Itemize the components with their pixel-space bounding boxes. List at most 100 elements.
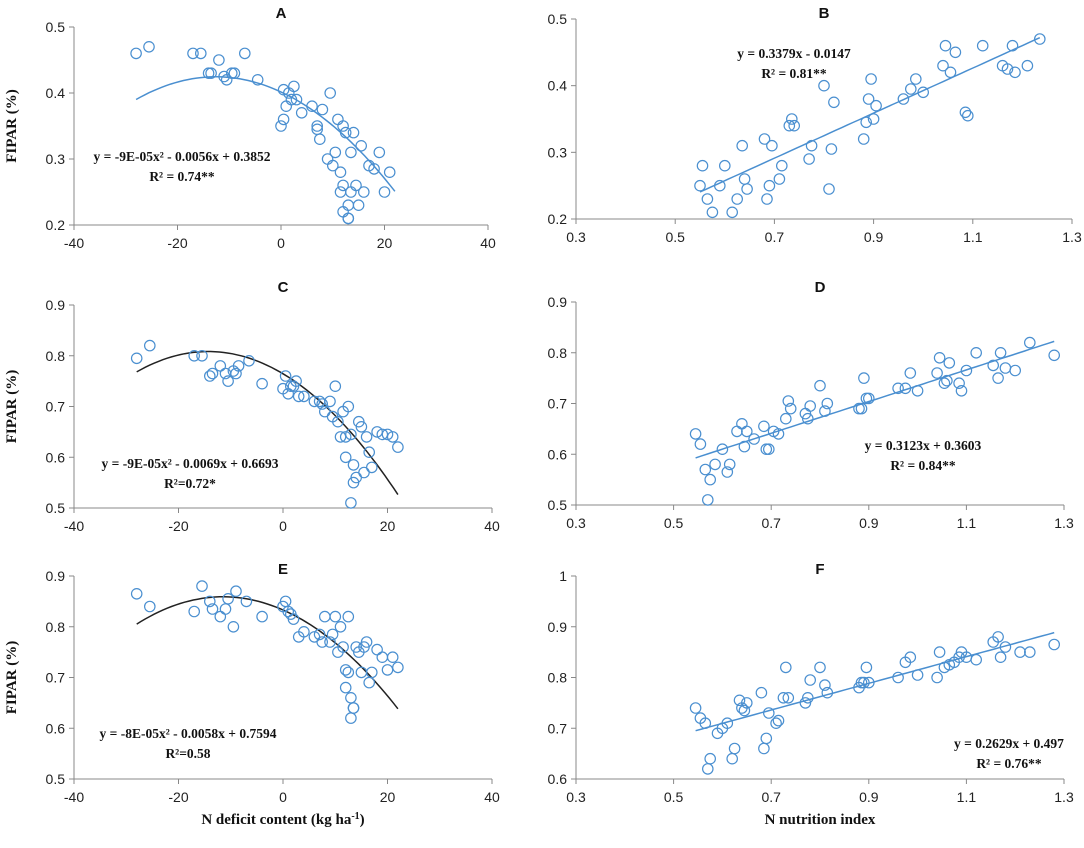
data-point: [857, 133, 870, 145]
data-point: [970, 653, 982, 666]
data-point: [760, 443, 773, 455]
data-point: [360, 636, 373, 648]
data-point: [740, 697, 753, 709]
regression-equation: y = -8E-05x² - 0.0058x + 0.7594: [100, 726, 277, 741]
data-point: [334, 186, 347, 198]
panel-title: B: [819, 5, 830, 22]
data-point: [342, 212, 355, 225]
panel-title: C: [278, 279, 289, 296]
data-point: [704, 752, 716, 765]
y-axis-label: FIPAR (%): [4, 370, 20, 443]
data-point: [196, 580, 208, 592]
data-point: [740, 425, 753, 438]
data-point: [383, 166, 396, 178]
data-point: [329, 610, 342, 623]
data-point: [779, 412, 792, 425]
y-tick-label: 0.5: [46, 771, 66, 787]
data-point: [819, 679, 831, 691]
data-point: [130, 47, 142, 60]
x-tick-label: 0: [277, 235, 285, 251]
data-point: [870, 99, 882, 112]
data-point: [357, 186, 370, 198]
data-point: [355, 140, 367, 152]
data-point: [239, 47, 251, 60]
data-point: [784, 402, 797, 415]
data-point: [329, 380, 342, 392]
data-point: [949, 46, 962, 59]
data-point: [821, 686, 834, 699]
data-point: [316, 636, 328, 648]
panel-title: E: [278, 561, 288, 578]
data-point: [298, 390, 310, 403]
data-point: [721, 717, 734, 729]
data-point: [214, 360, 227, 372]
data-point: [205, 67, 217, 79]
data-point: [342, 199, 355, 211]
data-point: [230, 367, 242, 380]
data-point: [292, 390, 305, 403]
data-point: [862, 93, 875, 105]
data-point: [347, 459, 360, 471]
data-point: [959, 106, 972, 119]
fit-line: [136, 596, 399, 710]
data-point: [761, 193, 773, 205]
data-point: [308, 395, 321, 408]
data-point: [772, 714, 785, 727]
data-point: [805, 139, 818, 152]
data-point: [219, 603, 232, 615]
r-squared-label: R² = 0.81**: [761, 66, 827, 81]
data-point: [345, 712, 357, 724]
data-point: [213, 54, 225, 66]
data-point: [721, 466, 734, 478]
data-point: [860, 116, 872, 129]
x-tick-label: -40: [64, 789, 84, 805]
data-point: [694, 438, 707, 450]
x-tick-label: 0.3: [566, 515, 586, 531]
regression-equation: y = 0.2629x + 0.497: [954, 736, 1064, 751]
data-point: [899, 382, 912, 395]
data-point: [277, 113, 290, 126]
data-point: [290, 93, 303, 106]
data-point: [1006, 39, 1019, 52]
data-point: [342, 666, 355, 679]
data-point: [334, 166, 347, 178]
data-point: [196, 349, 208, 362]
data-point: [862, 676, 875, 689]
data-point: [897, 93, 910, 105]
fit-line: [136, 350, 399, 496]
data-point: [689, 702, 702, 714]
y-tick-label: 0.7: [548, 720, 568, 736]
data-point: [337, 179, 349, 192]
data-point: [280, 100, 292, 112]
data-point: [345, 428, 357, 441]
y-tick-label: 0.4: [46, 85, 66, 101]
regression-equation: y = -9E-05x² - 0.0056x + 0.3852: [94, 149, 271, 164]
data-point: [363, 446, 375, 458]
data-point: [342, 610, 355, 623]
data-point: [329, 146, 342, 159]
data-point: [904, 651, 917, 663]
x-axis-label: N deficit content (kg ha-1): [201, 811, 364, 829]
data-point: [285, 93, 298, 106]
data-point: [799, 697, 812, 709]
data-point: [332, 415, 344, 428]
data-point: [755, 686, 768, 699]
data-point: [860, 661, 873, 674]
data-point: [994, 346, 1007, 359]
data-point: [130, 587, 143, 600]
panel-a: 0.2 0.3 0.4 0.5 -40 -20 0 20 40 A FIPAR (%) y = -9E…: [4, 5, 496, 251]
data-point: [904, 367, 917, 379]
data-point: [243, 354, 255, 367]
regression-equation: y = -9E-05x² - 0.0069x + 0.6693: [102, 456, 279, 471]
x-tick-label: 0.7: [765, 229, 785, 245]
x-tick-label: 0.3: [566, 789, 586, 805]
data-point: [704, 473, 716, 486]
data-point: [144, 600, 156, 613]
data-point: [770, 717, 782, 729]
x-tick-label: 0.7: [761, 515, 781, 531]
panel-b: 0.2 0.3 0.4 0.5 0.3 0.5 0.7 0.9 1.1 1.3 By = 0.337…: [548, 5, 1082, 245]
data-point: [371, 643, 383, 656]
data-point: [801, 412, 814, 425]
data-point: [350, 179, 362, 192]
x-tick-label: 0.5: [665, 229, 685, 245]
